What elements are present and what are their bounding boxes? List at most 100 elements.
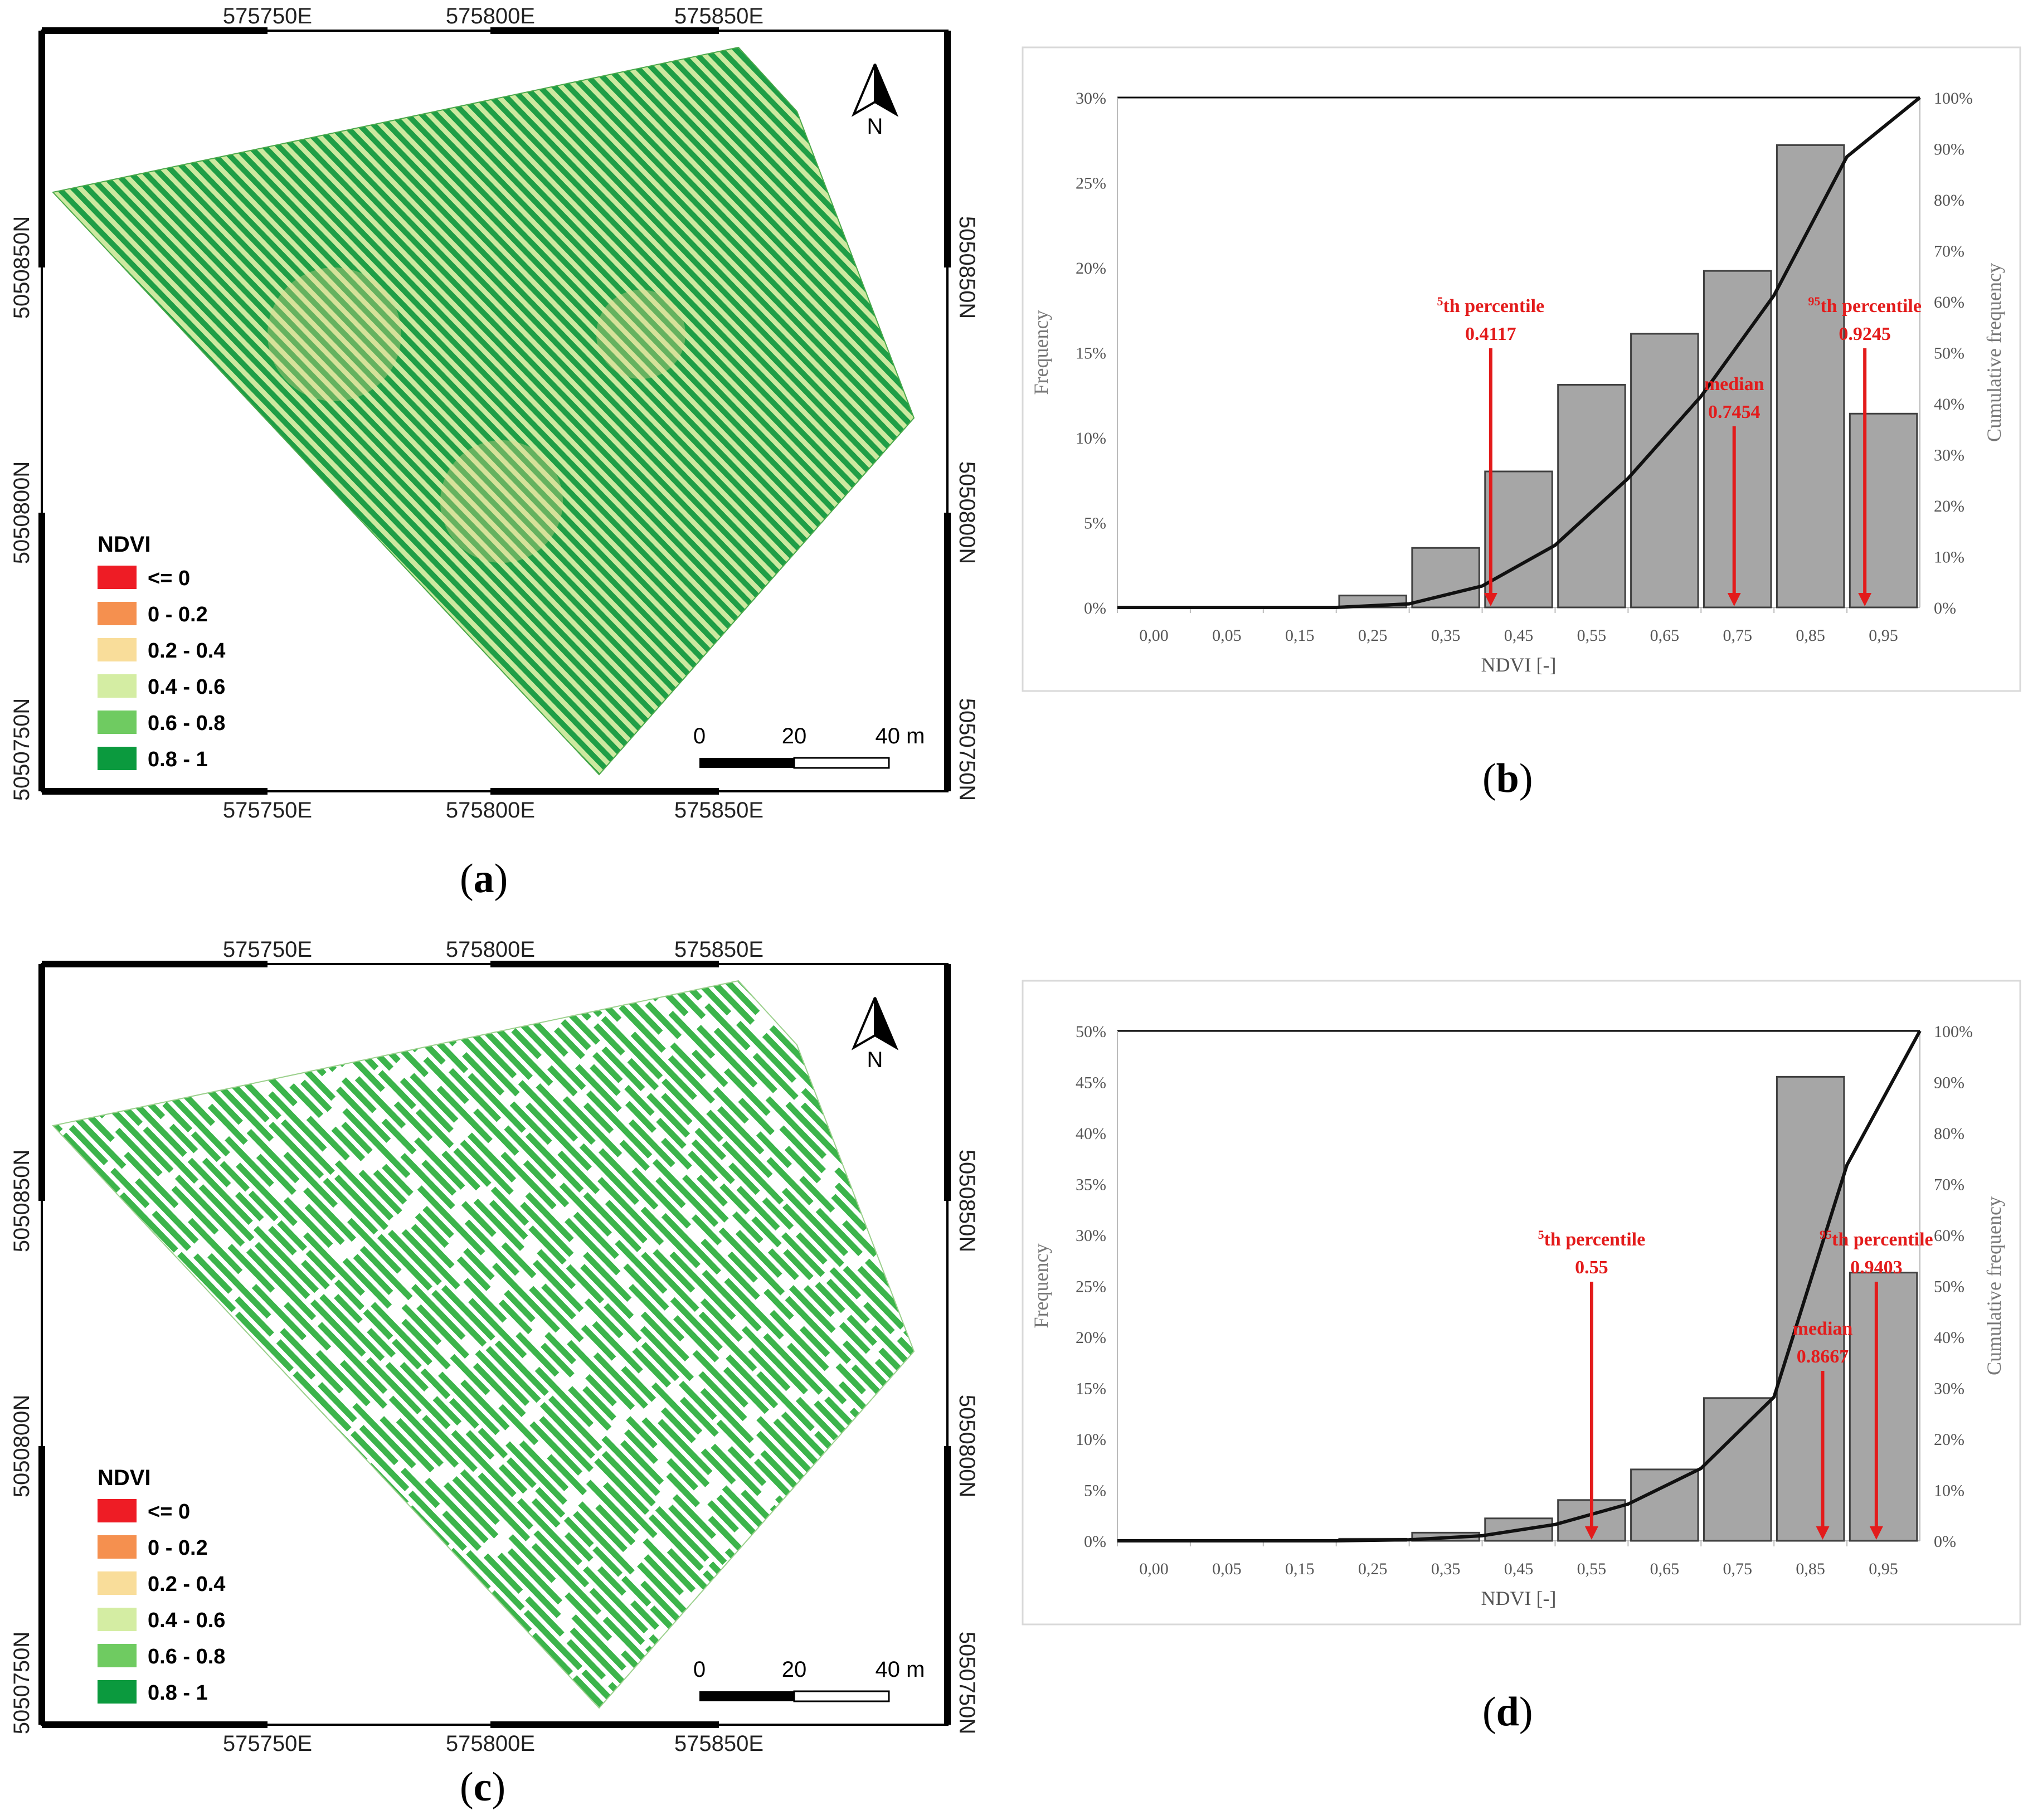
- crop-row-gap: [439, 47, 914, 775]
- y2-tick-label: 100%: [1934, 1023, 1973, 1041]
- map-panel-a: 575750E 575800E 575850E 575750E 575800E 57585…: [0, 0, 981, 823]
- frame-segment: [944, 31, 951, 267]
- annotation-label: 5th percentile: [1538, 1228, 1646, 1250]
- crop-row-gap: [381, 47, 914, 775]
- crop-row: [388, 47, 914, 775]
- histogram-bar: [1849, 412, 1918, 609]
- x-tick-label: 0,45: [1504, 1560, 1534, 1578]
- crop-row: [497, 981, 914, 1708]
- coord-label-right: 5050850N: [955, 1150, 979, 1253]
- map-panel-c: 575750E 575800E 575850E 575750E 575800E 57585…: [0, 933, 981, 1756]
- crop-row: [417, 47, 914, 775]
- crop-row: [403, 47, 914, 775]
- crop-row: [53, 981, 743, 1708]
- crop-row: [584, 981, 914, 1708]
- scale-bar-black: [699, 758, 794, 768]
- coord-label-top: 575750E: [223, 937, 312, 962]
- crop-row: [461, 47, 914, 775]
- crop-row: [439, 981, 914, 1708]
- y2-tick-label: 90%: [1934, 1074, 1964, 1092]
- crop-row-gap: [251, 47, 914, 775]
- x-tick-label: 0,65: [1650, 1560, 1680, 1578]
- x-tick-label: 0,95: [1869, 626, 1898, 645]
- y-tick-label: 25%: [1076, 1278, 1106, 1296]
- low-ndvi-patch: [596, 290, 685, 379]
- crop-row: [229, 47, 914, 775]
- scale-bar-white: [793, 1690, 890, 1702]
- ndvi-histogram-b: 0% 5% 10% 15% 20% 25% 30% 0% 10% 20% 30% 40% 50% 60% 7…: [1022, 46, 2021, 692]
- crop-row-gap: [294, 47, 914, 775]
- coord-label-bottom: 575800E: [446, 1731, 535, 1753]
- coord-label-top: 575850E: [674, 4, 764, 28]
- histogram-bar: [1557, 383, 1626, 609]
- crop-row: [273, 47, 914, 775]
- histogram-bar: [1630, 1468, 1699, 1542]
- crop-row: [280, 981, 914, 1708]
- crop-row-gap: [555, 47, 914, 775]
- coord-label-left: 5050800N: [9, 461, 34, 565]
- x-tick-label: 0,35: [1431, 1560, 1461, 1578]
- coord-label-top: 575800E: [446, 937, 535, 962]
- crop-row: [287, 47, 914, 775]
- y-tick-label: 50%: [1076, 1023, 1106, 1041]
- annotation-value: 0.9245: [1839, 324, 1891, 344]
- histogram-bar: [1484, 470, 1553, 609]
- y2-tick-label: 40%: [1934, 1328, 1964, 1347]
- y2-tick-label: 100%: [1934, 89, 1973, 108]
- annotation-label: median: [1793, 1318, 1853, 1339]
- cumulative-line: [1117, 1030, 1922, 1542]
- crop-row: [294, 981, 914, 1708]
- y2-tick-label: 60%: [1934, 293, 1964, 312]
- coord-label-top: 575750E: [223, 4, 312, 28]
- crop-row: [591, 47, 914, 775]
- crop-row: [425, 981, 914, 1708]
- crop-row: [446, 47, 914, 775]
- crop-row: [53, 981, 888, 1708]
- coord-label-top: 575800E: [446, 4, 535, 28]
- caption-c: (c): [460, 1764, 506, 1810]
- scale-label: 20: [782, 724, 807, 748]
- frame-segment: [38, 964, 45, 1201]
- coord-label-left: 5050850N: [9, 1150, 34, 1253]
- legend-swatch: [98, 1499, 137, 1522]
- y-tick-label: 30%: [1076, 1227, 1106, 1245]
- annotation-percentile: 95th percentile 0.9403: [1820, 1228, 1933, 1540]
- y2-tick-label: 80%: [1934, 191, 1964, 210]
- legend-title: NDVI: [98, 1466, 151, 1490]
- histogram-bar: [1630, 333, 1699, 609]
- y2-tick-label: 50%: [1934, 344, 1964, 363]
- x-tick-label: 0,75: [1723, 1560, 1752, 1578]
- legend-swatch: [98, 1680, 137, 1704]
- annotation-label: 5th percentile: [1437, 294, 1545, 317]
- histogram-bar: [1776, 144, 1845, 609]
- y2-tick-label: 10%: [1934, 1482, 1964, 1500]
- scale-label: 20: [782, 1657, 807, 1682]
- y-tick-label: 10%: [1076, 429, 1106, 447]
- histogram-bar: [1703, 270, 1772, 609]
- legend-label: 0.8 - 1: [148, 748, 208, 771]
- crop-row: [352, 981, 914, 1708]
- y-axis-title: Frequency: [1030, 310, 1052, 395]
- crop-row: [345, 47, 914, 775]
- frame-segment: [42, 788, 268, 795]
- crop-row: [548, 47, 914, 775]
- legend-swatch: [98, 674, 137, 698]
- y-tick-label: 45%: [1076, 1074, 1106, 1092]
- legend-swatch: [98, 602, 137, 625]
- histogram-panel-b: 0% 5% 10% 15% 20% 25% 30% 0% 10% 20% 30% 40% 50% 60% 7…: [1020, 0, 2023, 819]
- crop-row: [53, 981, 758, 1708]
- crop-row-gap: [599, 47, 914, 775]
- crop-row: [316, 47, 914, 775]
- y-tick-label: 5%: [1084, 1482, 1106, 1500]
- y-tick-label: 40%: [1076, 1125, 1106, 1143]
- y-tick-label: 0%: [1084, 599, 1106, 617]
- scale-label: 40 m: [876, 724, 925, 748]
- frame-segment: [42, 27, 268, 34]
- crop-row: [562, 47, 914, 775]
- crop-row: [222, 981, 914, 1708]
- legend-swatch: [98, 566, 137, 589]
- crop-row-gap: [265, 47, 914, 775]
- x-tick-label: 0,00: [1139, 626, 1169, 645]
- x-tick-label: 0,65: [1650, 626, 1680, 645]
- crop-row: [91, 981, 914, 1708]
